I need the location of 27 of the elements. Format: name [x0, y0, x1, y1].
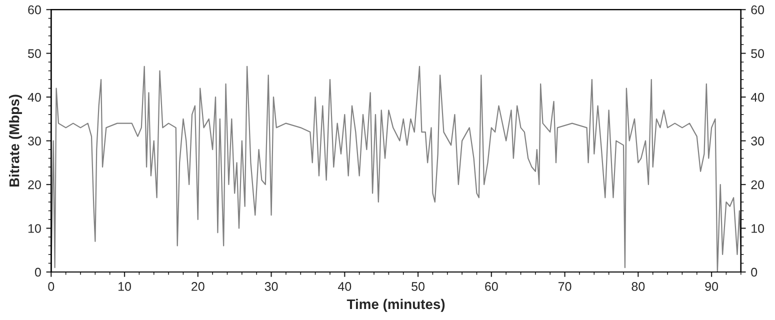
x-tick-label: 70: [558, 282, 572, 291]
y-axis-title: Bitrate (Mbps): [9, 94, 22, 187]
x-tick-label: 0: [48, 282, 54, 291]
y2-tick-label: 0: [751, 268, 758, 277]
y2-tick-label: 40: [750, 92, 764, 102]
x-tick-label: 30: [264, 282, 278, 291]
y2-tick-label: 30: [751, 136, 764, 146]
x-tick-label: 80: [632, 282, 645, 291]
y2-tick-label: 10: [752, 224, 764, 233]
y2-tick-label: 20: [751, 180, 764, 190]
y-tick-label: 20: [28, 180, 41, 190]
y2-tick-label: 50: [751, 49, 764, 58]
x-tick-label: 10: [118, 282, 131, 291]
y-tick-label: 60: [28, 5, 41, 14]
x-tick-label: 40: [338, 282, 352, 291]
x-tick-label: 90: [705, 282, 718, 291]
y-tick-label: 10: [28, 224, 41, 233]
y-tick-label: 50: [28, 49, 41, 58]
x-axis-title: Time (minutes): [346, 298, 445, 312]
y-tick-label: 30: [28, 136, 41, 146]
y-tick-label: 40: [28, 92, 41, 102]
y2-tick-label: 60: [751, 5, 764, 14]
x-tick-label: 20: [192, 282, 204, 291]
x-tick-label: 60: [485, 282, 498, 291]
x-tick-label: 50: [412, 282, 424, 291]
y-tick-label: 0: [34, 268, 41, 277]
line-series: [51, 66, 741, 272]
